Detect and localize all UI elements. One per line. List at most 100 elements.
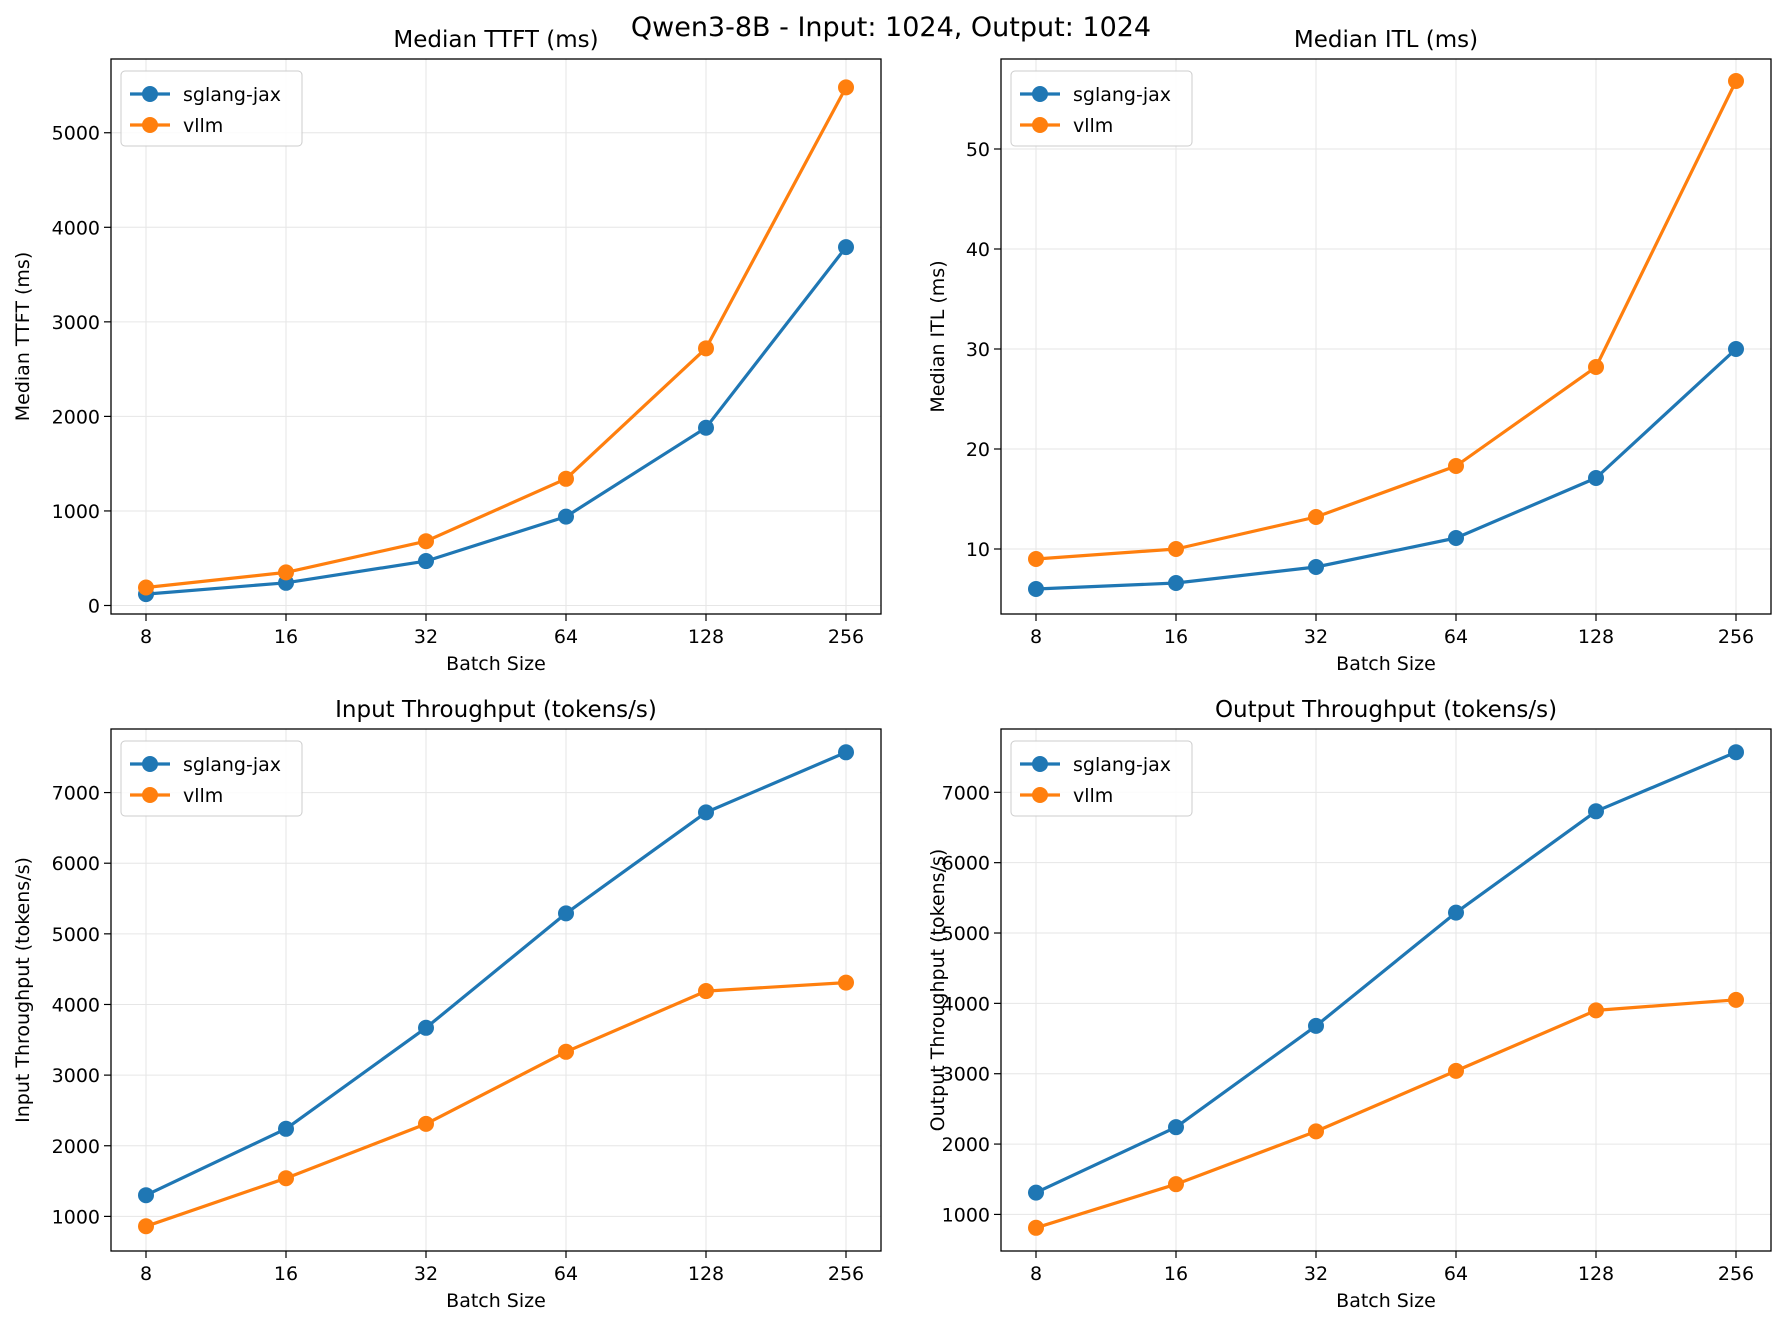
output-throughput-legend-label-vllm: vllm bbox=[1073, 785, 1113, 807]
median-ttft-point-vllm bbox=[138, 579, 154, 596]
output-throughput-point-sglang-jax bbox=[1308, 1017, 1324, 1034]
median-ttft-axes-frame bbox=[110, 58, 882, 615]
output-throughput-point-sglang-jax bbox=[1728, 744, 1744, 761]
output-throughput-series-sglang-jax bbox=[1028, 744, 1744, 1201]
median-itl-series-vllm bbox=[1028, 73, 1744, 567]
median-ttft-point-sglang-jax bbox=[418, 553, 434, 570]
median-itl-x-tick-label: 128 bbox=[1578, 626, 1614, 648]
output-throughput-x-tick-label: 16 bbox=[1164, 1263, 1188, 1285]
chart-panels: 8 16 32 64 128 256 0 1000 2000 3000 4000 5000 Median… bbox=[12, 27, 1772, 1312]
median-ttft-line-sglang-jax bbox=[145, 246, 848, 596]
median-itl-y-axis-label: Median ITL (ms) bbox=[927, 260, 949, 412]
input-throughput-point-vllm bbox=[698, 983, 714, 1000]
median-ttft-point-sglang-jax bbox=[698, 419, 714, 436]
median-itl-point-sglang-jax bbox=[1168, 575, 1184, 591]
output-throughput-point-vllm bbox=[1588, 1002, 1604, 1019]
median-ttft-legend-label-sglang-jax: sglang-jax bbox=[183, 84, 281, 106]
output-throughput-line-vllm bbox=[1035, 998, 1737, 1230]
median-itl-y-tick-label: 40 bbox=[966, 239, 990, 261]
input-throughput-chart: 8 16 32 64 128 256 1000 2000 3000 4000 5000 6000 700… bbox=[12, 697, 882, 1312]
median-ttft-y-tick-label: 3000 bbox=[52, 312, 100, 334]
input-throughput-x-tick-label: 128 bbox=[688, 1263, 724, 1285]
output-throughput-x-tick-label: 32 bbox=[1304, 1263, 1328, 1285]
median-ttft-x-tick-label: 128 bbox=[688, 626, 724, 648]
median-ttft-legend: sglang-jax vllm bbox=[120, 70, 303, 147]
median-itl-x-tick-label: 256 bbox=[1718, 626, 1754, 648]
input-throughput-point-vllm bbox=[558, 1043, 574, 1060]
input-throughput-series-sglang-jax bbox=[138, 744, 854, 1204]
input-throughput-point-vllm bbox=[138, 1218, 154, 1235]
input-throughput-point-sglang-jax bbox=[138, 1187, 154, 1204]
median-ttft-x-axis-label: Batch Size bbox=[446, 653, 546, 675]
median-itl-y-tick-label: 20 bbox=[966, 439, 990, 461]
output-throughput-legend-marker-sglang-jax bbox=[1032, 756, 1048, 772]
input-throughput-x-tick-label: 64 bbox=[554, 1263, 578, 1285]
input-throughput-y-axis-label: Input Throughput (tokens/s) bbox=[12, 857, 34, 1123]
input-throughput-legend-box bbox=[120, 740, 303, 817]
median-itl-point-vllm bbox=[1448, 458, 1464, 474]
output-throughput-point-vllm bbox=[1308, 1123, 1324, 1140]
median-itl-x-tick-label: 64 bbox=[1444, 626, 1468, 648]
median-itl-point-sglang-jax bbox=[1308, 559, 1324, 575]
output-throughput-point-vllm bbox=[1448, 1062, 1464, 1079]
input-throughput-x-tick-label: 16 bbox=[274, 1263, 298, 1285]
output-throughput-point-vllm bbox=[1028, 1219, 1044, 1236]
median-itl-x-tick-label: 16 bbox=[1164, 626, 1188, 648]
median-itl-line-vllm bbox=[1035, 80, 1738, 561]
output-throughput-y-tick-label: 5000 bbox=[942, 923, 990, 945]
median-itl-line-sglang-jax bbox=[1035, 347, 1738, 591]
median-itl-axes-frame bbox=[1000, 58, 1772, 615]
median-itl-legend-label-sglang-jax: sglang-jax bbox=[1073, 84, 1171, 106]
input-throughput-axes-frame bbox=[110, 728, 882, 1252]
median-itl-x-tick-label: 8 bbox=[1030, 626, 1042, 648]
median-itl-legend-box bbox=[1010, 70, 1193, 147]
median-ttft-y-tick-label: 2000 bbox=[52, 406, 100, 428]
median-itl-legend-marker-sglang-jax bbox=[1032, 86, 1048, 102]
output-throughput-legend-label-sglang-jax: sglang-jax bbox=[1073, 754, 1171, 776]
median-itl-point-vllm bbox=[1728, 73, 1744, 89]
median-ttft-legend-label-vllm: vllm bbox=[183, 115, 223, 137]
output-throughput-point-sglang-jax bbox=[1448, 904, 1464, 921]
median-itl-point-vllm bbox=[1168, 541, 1184, 557]
median-ttft-y-axis-label: Median TTFT (ms) bbox=[12, 252, 34, 422]
output-throughput-x-tick-label: 8 bbox=[1030, 1263, 1042, 1285]
input-throughput-point-sglang-jax bbox=[558, 905, 574, 922]
input-throughput-point-vllm bbox=[278, 1170, 294, 1187]
median-itl-legend-marker-vllm bbox=[1032, 117, 1048, 133]
median-itl-x-tick-label: 32 bbox=[1304, 626, 1328, 648]
output-throughput-point-sglang-jax bbox=[1588, 803, 1604, 820]
figure-title: Qwen3-8B - Input: 1024, Output: 1024 bbox=[631, 12, 1151, 43]
output-throughput-title: Output Throughput (tokens/s) bbox=[1215, 697, 1557, 723]
output-throughput-y-tick-label: 4000 bbox=[942, 993, 990, 1015]
median-itl-y-tick-label: 30 bbox=[966, 339, 990, 361]
median-ttft-x-tick-label: 16 bbox=[274, 626, 298, 648]
median-ttft-y-tick-label: 1000 bbox=[52, 501, 100, 523]
input-throughput-y-tick-label: 6000 bbox=[52, 853, 100, 875]
input-throughput-point-sglang-jax bbox=[278, 1120, 294, 1137]
input-throughput-point-sglang-jax bbox=[698, 804, 714, 821]
median-ttft-legend-marker-sglang-jax bbox=[142, 86, 158, 102]
median-ttft-point-vllm bbox=[558, 470, 574, 487]
output-throughput-y-tick-label: 7000 bbox=[942, 782, 990, 804]
output-throughput-legend: sglang-jax vllm bbox=[1010, 740, 1193, 817]
median-ttft-point-sglang-jax bbox=[558, 508, 574, 525]
input-throughput-title: Input Throughput (tokens/s) bbox=[335, 697, 657, 723]
median-ttft-point-vllm bbox=[698, 340, 714, 357]
input-throughput-x-axis-label: Batch Size bbox=[446, 1290, 546, 1312]
median-itl-y-tick-label: 50 bbox=[966, 139, 990, 161]
input-throughput-y-tick-label: 2000 bbox=[52, 1136, 100, 1158]
input-throughput-x-tick-label: 32 bbox=[414, 1263, 438, 1285]
median-ttft-chart: 8 16 32 64 128 256 0 1000 2000 3000 4000 5000 Median… bbox=[12, 27, 882, 675]
input-throughput-point-sglang-jax bbox=[838, 744, 854, 761]
input-throughput-legend-label-vllm: vllm bbox=[183, 785, 223, 807]
median-ttft-x-tick-label: 8 bbox=[140, 626, 152, 648]
median-itl-legend: sglang-jax vllm bbox=[1010, 70, 1193, 147]
median-ttft-point-vllm bbox=[418, 533, 434, 550]
median-ttft-x-tick-label: 32 bbox=[414, 626, 438, 648]
input-throughput-legend: sglang-jax vllm bbox=[120, 740, 303, 817]
median-ttft-line-vllm bbox=[145, 86, 848, 590]
median-ttft-legend-marker-vllm bbox=[142, 117, 158, 133]
median-ttft-y-tick-label: 4000 bbox=[52, 217, 100, 239]
output-throughput-y-axis-label: Output Throughput (tokens/s) bbox=[927, 849, 949, 1132]
